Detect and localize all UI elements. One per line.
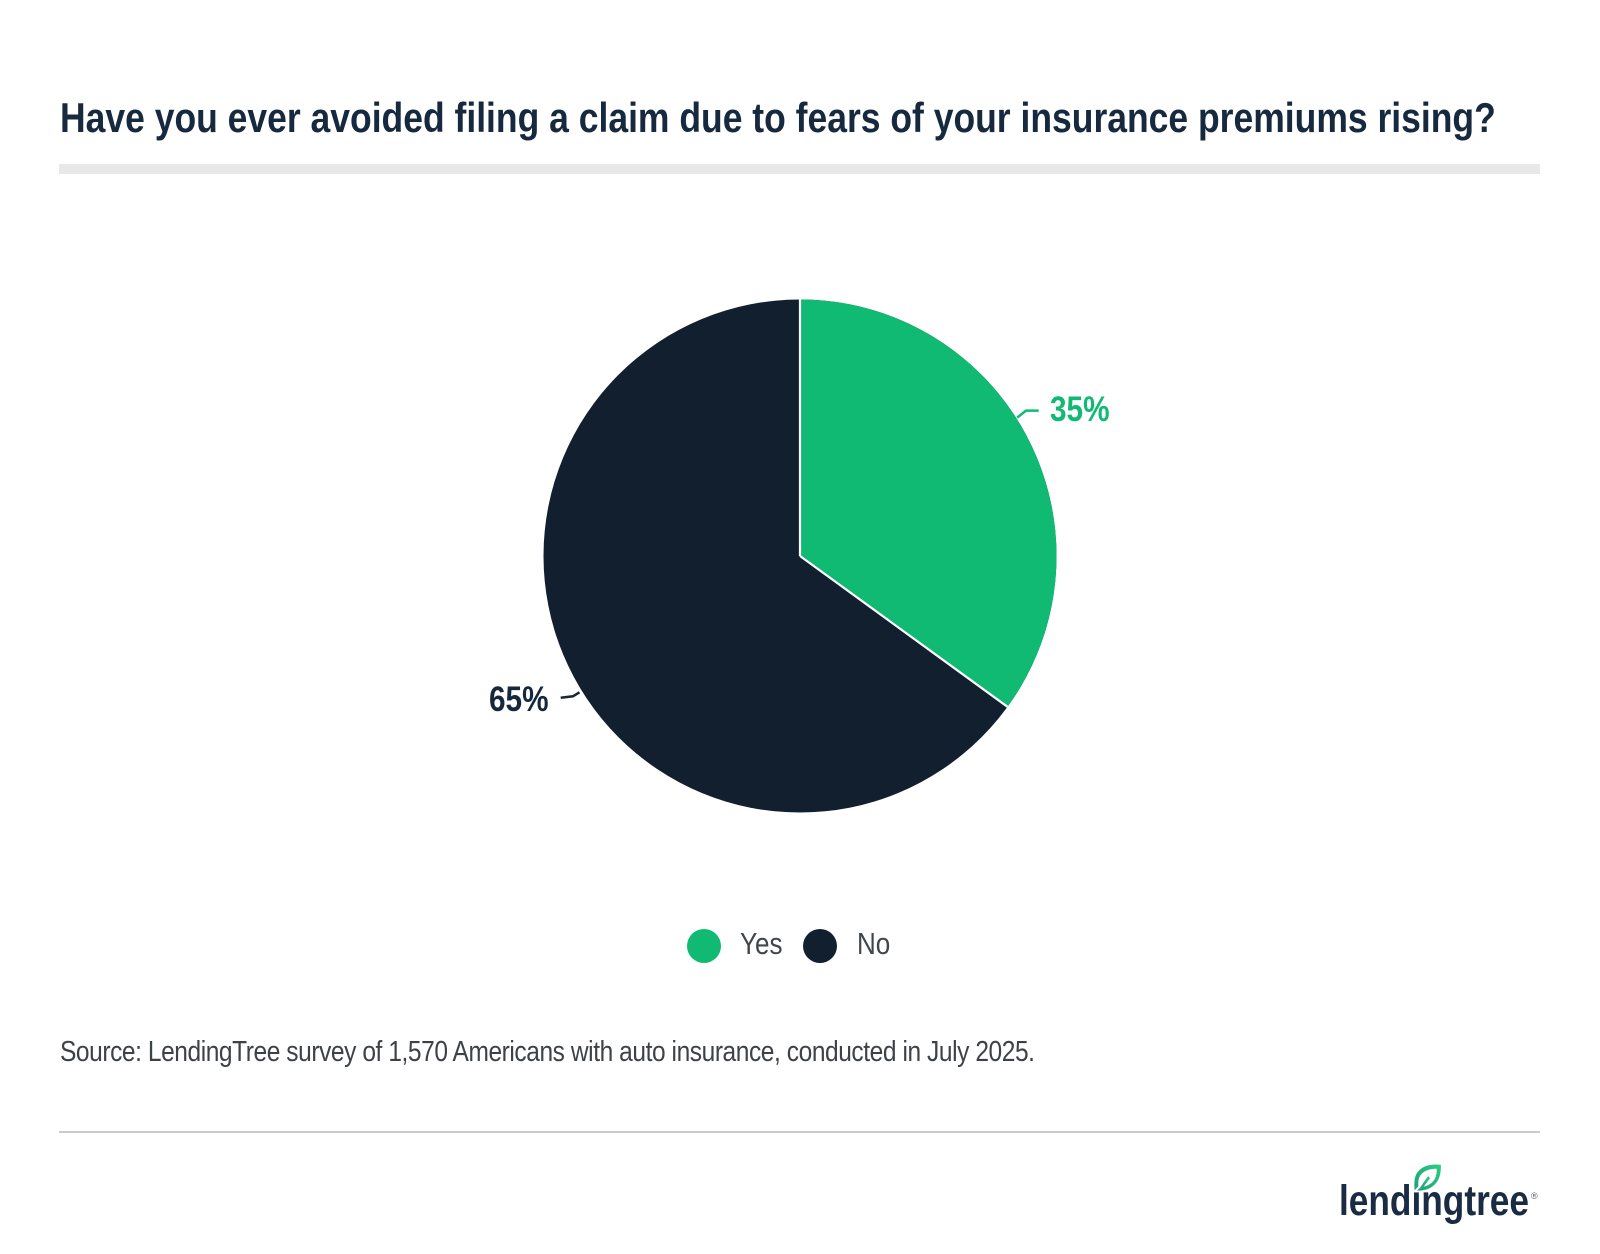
svg-text:®: ® bbox=[1531, 1191, 1538, 1201]
